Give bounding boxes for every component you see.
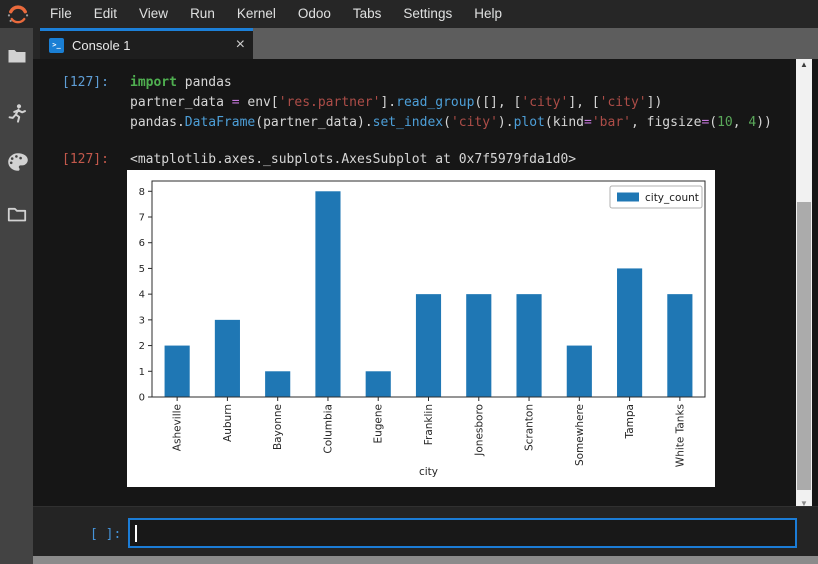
console-input[interactable] <box>128 518 797 548</box>
svg-text:7: 7 <box>139 213 145 224</box>
console-input-area: [ ]: <box>33 506 818 556</box>
svg-text:4: 4 <box>139 290 145 301</box>
svg-text:Columbia: Columbia <box>322 404 334 454</box>
tab-bar: >_ Console 1 × <box>33 28 818 59</box>
scroll-down-button[interactable]: ▼ <box>800 499 808 508</box>
output-repr-text: <matplotlib.axes._subplots.AxesSubplot a… <box>130 152 577 167</box>
svg-text:Eugene: Eugene <box>373 404 385 444</box>
tab-close-icon[interactable]: × <box>235 36 245 53</box>
spinner-logo-icon <box>5 1 31 27</box>
menu-run[interactable]: Run <box>190 6 215 21</box>
svg-text:city_count: city_count <box>645 192 699 204</box>
svg-text:6: 6 <box>139 238 145 249</box>
svg-text:3: 3 <box>139 315 145 326</box>
svg-text:Somewhere: Somewhere <box>574 404 586 466</box>
svg-text:1: 1 <box>139 367 145 378</box>
console-scrollback: [127]: import pandas partner_data = env['… <box>33 59 796 506</box>
svg-text:Jonesboro: Jonesboro <box>473 404 485 457</box>
svg-text:Bayonne: Bayonne <box>272 404 284 450</box>
bottom-status-strip <box>33 556 818 564</box>
menu-tabs[interactable]: Tabs <box>352 6 382 21</box>
scroll-up-button[interactable]: ▲ <box>800 60 808 69</box>
output-prompt: [127]: <box>62 152 109 167</box>
left-sidebar <box>0 28 33 564</box>
running-sessions-icon[interactable] <box>5 102 29 126</box>
console-tab-icon: >_ <box>49 37 64 53</box>
tab-bar-gap <box>33 28 40 59</box>
menu-edit[interactable]: Edit <box>93 6 118 21</box>
svg-text:Franklin: Franklin <box>423 404 435 445</box>
bar-chart-figure: 0 1 2 3 4 5 6 7 8 Asheville Auburn Bayonne Columbia E… <box>127 170 715 487</box>
svg-text:Scranton: Scranton <box>524 404 536 451</box>
svg-text:2: 2 <box>139 341 145 352</box>
svg-text:8: 8 <box>139 187 145 198</box>
console-input-prompt: [ ]: <box>90 527 122 542</box>
svg-text:5: 5 <box>139 264 145 275</box>
svg-text:Tampa: Tampa <box>624 404 636 439</box>
vertical-scrollbar[interactable]: ▲ ▼ <box>796 59 812 510</box>
svg-text:city: city <box>419 466 438 478</box>
file-browser-icon[interactable] <box>5 44 29 68</box>
open-tabs-icon[interactable] <box>5 202 29 226</box>
menu-kernel[interactable]: Kernel <box>236 6 276 21</box>
svg-text:White Tanks: White Tanks <box>674 404 686 467</box>
svg-text:Asheville: Asheville <box>172 404 184 451</box>
text-cursor <box>135 525 137 542</box>
scrollbar-thumb[interactable] <box>797 202 811 490</box>
tab-console-1[interactable]: >_ Console 1 × <box>40 28 253 59</box>
menubar: File Edit View Run Kernel Odoo Tabs Sett… <box>0 0 818 28</box>
svg-text:0: 0 <box>139 393 145 404</box>
menu-help[interactable]: Help <box>474 6 502 21</box>
menu-view[interactable]: View <box>139 6 169 21</box>
menu-file[interactable]: File <box>50 6 72 21</box>
menu-odoo[interactable]: Odoo <box>297 6 331 21</box>
tab-title: Console 1 <box>72 37 131 53</box>
menu-settings[interactable]: Settings <box>403 6 453 21</box>
executed-code-cell: import pandas partner_data = env['res.par… <box>130 75 772 130</box>
input-prompt: [127]: <box>62 75 109 90</box>
command-palette-icon[interactable] <box>5 150 29 174</box>
svg-text:Auburn: Auburn <box>222 404 234 442</box>
